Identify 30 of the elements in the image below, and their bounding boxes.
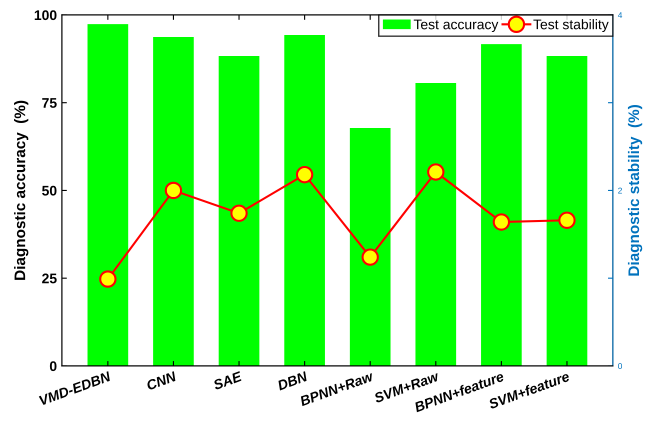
y2-axis-title: Diagnostic stability (%) <box>628 105 642 276</box>
point <box>164 182 182 200</box>
y2-tick-label: 4 <box>618 12 622 18</box>
x-tick-label: CNN <box>146 371 178 390</box>
bar <box>546 56 588 366</box>
y-tick-label: 100 <box>34 10 57 20</box>
y-tick-label: 50 <box>42 186 57 196</box>
legend-label: Test stability <box>533 19 609 32</box>
point <box>492 213 510 231</box>
x-tick-label: SAE <box>212 371 243 390</box>
point <box>427 163 444 181</box>
y-axis-title: Diagnostic accuracy (%) <box>14 100 28 280</box>
bar <box>481 44 522 366</box>
y-tick-label: 75 <box>42 98 57 108</box>
bar <box>415 83 456 366</box>
y-tick-label: 25 <box>42 274 57 284</box>
point <box>296 166 314 184</box>
bar <box>153 37 194 366</box>
point <box>99 270 117 288</box>
bar <box>350 128 391 366</box>
point <box>558 212 576 229</box>
y2-tick-label: 2 <box>618 188 622 194</box>
y-tick-label: 0 <box>50 361 57 372</box>
y2-tick-label: 0 <box>618 363 622 370</box>
bar <box>218 56 260 366</box>
bar <box>284 34 325 366</box>
legend-label: Test accuracy <box>414 20 498 32</box>
bar <box>88 24 128 366</box>
point <box>230 204 248 222</box>
point <box>362 248 379 266</box>
